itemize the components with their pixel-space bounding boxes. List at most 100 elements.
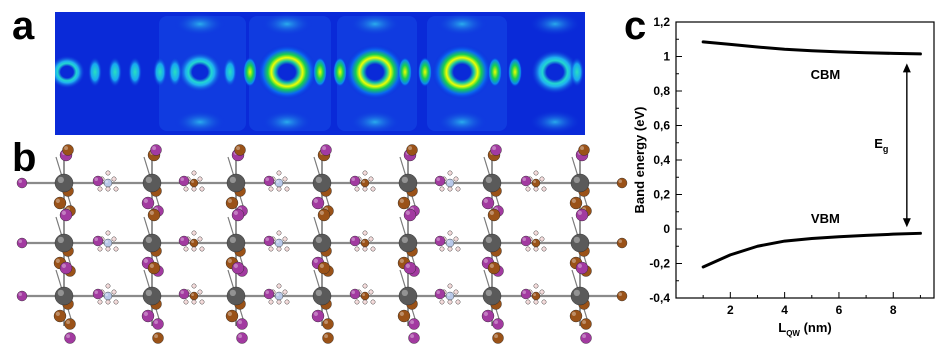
apical-halide-atom-highlight — [494, 320, 499, 324]
apical-halide-atom-highlight — [580, 146, 584, 150]
y-tick-label: 0,6 — [653, 119, 670, 133]
lead-atom — [142, 233, 162, 253]
hydrogen-atom — [197, 289, 203, 295]
hydrogen-atom — [362, 246, 368, 252]
apical-halide-atom-highlight — [227, 198, 232, 203]
hydrogen-atom — [284, 299, 290, 305]
hydrogen-atom-highlight — [106, 247, 109, 249]
hydrogen-atom-highlight — [355, 247, 358, 249]
y-tick-label: 1,2 — [653, 15, 670, 29]
crystal-structure — [16, 144, 628, 344]
iodine-atom-highlight — [180, 290, 184, 294]
apical-halide-atom-highlight — [399, 258, 404, 263]
apical-halide-atom-highlight — [236, 146, 240, 150]
apical-halide-atom — [152, 332, 164, 344]
hydrogen-atom-highlight — [98, 247, 101, 249]
density-blob — [128, 57, 142, 87]
hydrogen-atom-highlight — [184, 300, 186, 302]
apical-halide-atom — [575, 261, 589, 275]
lead-atom — [398, 233, 418, 253]
hydrogen-atom-highlight — [540, 177, 542, 179]
apical-halide-atom-highlight — [571, 258, 577, 263]
apical-halide-atom-highlight — [405, 210, 410, 215]
y-tick-label: 0 — [663, 222, 670, 236]
cation-center-atom-highlight — [447, 293, 450, 296]
hydrogen-atom — [197, 176, 203, 182]
hydrogen-atom — [455, 186, 461, 192]
hydrogen-atom — [439, 186, 445, 192]
hydrogen-atom — [362, 283, 368, 289]
eg-label: Eg — [874, 136, 888, 154]
y-tick-label: 0,2 — [653, 188, 670, 202]
hydrogen-atom-highlight — [198, 290, 200, 292]
apical-halide-atom-highlight — [408, 146, 413, 150]
iodine-atom-highlight — [94, 237, 98, 241]
apical-halide-atom-highlight — [152, 146, 156, 150]
hydrogen-atom — [362, 230, 368, 236]
x-tick-label: 2 — [727, 303, 734, 317]
hydrogen-atom — [439, 299, 445, 305]
iodine-atom — [178, 175, 190, 187]
hydrogen-atom-highlight — [200, 187, 202, 189]
hydrogen-atom-highlight — [448, 231, 451, 233]
hydrogen-atom — [282, 236, 288, 242]
iodine-atom — [263, 175, 275, 187]
density-blob — [508, 57, 522, 87]
panel-label-c: c — [624, 4, 647, 48]
apical-halide-atom-highlight — [489, 210, 494, 215]
hydrogen-atom — [268, 246, 274, 252]
lead-atom-highlight — [57, 236, 64, 243]
density-blob — [153, 57, 167, 87]
charge-density-map — [55, 12, 585, 135]
hydrogen-atom-highlight — [285, 187, 288, 189]
density-corner-blob — [529, 12, 581, 36]
apical-halide-atom — [487, 261, 501, 275]
lead-atom-highlight — [315, 236, 322, 243]
apical-halide-atom — [481, 309, 495, 323]
hydrogen-atom — [354, 186, 360, 192]
density-blob — [243, 57, 257, 87]
hydrogen-atom — [183, 246, 189, 252]
apical-halide-atom — [580, 332, 592, 344]
hydrogen-atom — [368, 289, 374, 295]
cation-center-atom — [274, 178, 284, 188]
iodine-atom — [520, 235, 532, 247]
hydrogen-atom-highlight — [277, 247, 280, 249]
apical-halide-atom — [231, 208, 245, 222]
apical-halide-atom-highlight — [61, 210, 66, 215]
hydrogen-atom-highlight — [363, 187, 366, 189]
hydrogen-atom-highlight — [269, 247, 272, 249]
cation-center-atom-highlight — [191, 240, 195, 243]
lead-atom-highlight — [485, 176, 492, 183]
lead-atom-highlight — [315, 289, 322, 296]
hydrogen-atom-highlight — [448, 284, 451, 286]
hydrogen-atom-highlight — [192, 247, 194, 249]
apical-halide-atom-highlight — [149, 263, 154, 268]
hydrogen-atom-highlight — [114, 187, 117, 189]
hydrogen-atom — [191, 283, 197, 289]
density-corner-blob — [436, 12, 488, 36]
vbm-label: VBM — [811, 211, 840, 226]
apical-halide-atom — [53, 196, 67, 210]
lead-atom-highlight — [401, 289, 408, 296]
density-blob — [398, 57, 412, 87]
apical-halide-atom-highlight — [149, 210, 154, 215]
chart-ticks: -0,4 -0,2 0 0,2 0,4 0,6 0,8 1 1,2 2 4 6 8 — [649, 15, 921, 317]
hydrogen-atom-highlight — [192, 300, 194, 302]
lead-atom-highlight — [229, 176, 237, 183]
cation-center-atom-highlight — [276, 293, 279, 296]
apical-halide-atom — [150, 144, 162, 156]
lead-atom-highlight — [485, 236, 492, 243]
chart-series — [701, 40, 922, 269]
hydrogen-atom — [105, 246, 111, 252]
hydrogen-atom-highlight — [540, 290, 542, 292]
iodine-atom-highlight — [522, 237, 526, 241]
density-blob — [88, 57, 102, 87]
iodine-atom — [16, 237, 28, 249]
hydrogen-atom — [370, 186, 376, 192]
iodine-atom — [16, 177, 28, 189]
apical-halide-atom — [397, 196, 411, 210]
apical-halide-atom — [225, 309, 239, 323]
apical-halide-atom-highlight — [410, 320, 415, 324]
apical-halide-atom — [152, 318, 164, 330]
